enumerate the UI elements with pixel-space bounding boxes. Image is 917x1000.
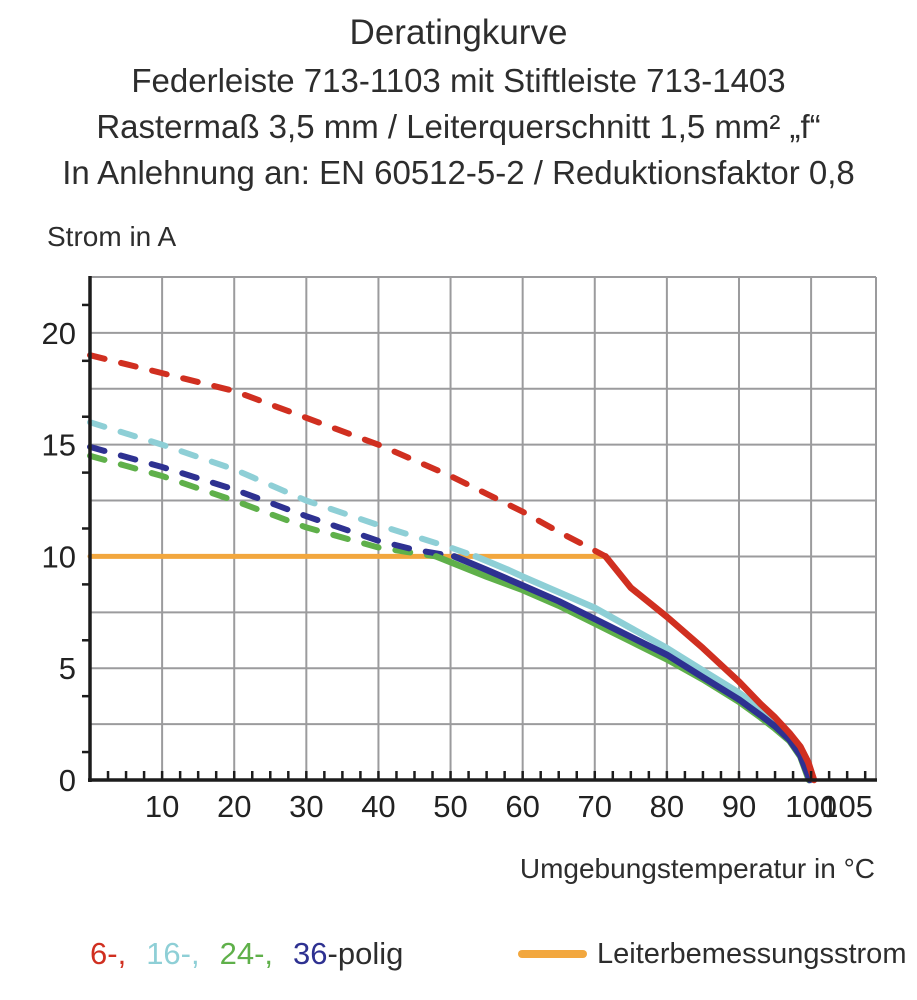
rated-current-legend-label: Leiterbemessungsstrom xyxy=(597,938,907,970)
y-tick-label: 5 xyxy=(59,651,76,686)
legend-pole-1: 16-, xyxy=(146,936,200,971)
x-tick-label: 10 xyxy=(145,789,179,824)
series-dashed-36-polig xyxy=(87,443,458,560)
y-axis-title: Strom in A xyxy=(47,221,177,252)
legend-pole-2: 24-, xyxy=(219,936,274,971)
y-tick-label: 0 xyxy=(59,763,76,798)
x-tick-label: 30 xyxy=(289,789,323,824)
x-tick-label: 105 xyxy=(821,789,873,824)
x-tick-label: 80 xyxy=(650,789,684,824)
series-solid-36-polig xyxy=(450,553,813,784)
title-line-3: Rastermaß 3,5 mm / Leiterquerschnitt 1,5… xyxy=(96,108,821,145)
x-tick-label: 90 xyxy=(722,789,756,824)
legend-pole-group: 36-polig xyxy=(293,936,403,972)
x-tick-label: 20 xyxy=(217,789,251,824)
poles-legend: 6-, 16-, 24-, 36-polig xyxy=(90,936,403,972)
legend-pole-3: 36 xyxy=(293,936,328,971)
x-tick-label: 100 xyxy=(785,789,837,824)
series-solid-6-polig xyxy=(602,553,818,784)
title-line-1: Deratingkurve xyxy=(349,13,568,52)
legend-polig-suffix: -polig xyxy=(327,936,404,971)
series-dashed-24-polig xyxy=(87,452,440,560)
series-dashed-6-polig xyxy=(87,352,609,560)
title-block: Deratingkurve Federleiste 713-1103 mit S… xyxy=(0,8,917,196)
title-line-2: Federleiste 713-1103 mit Stiftleiste 713… xyxy=(131,62,786,99)
y-tick-label: 20 xyxy=(42,316,76,351)
rated-current-line-swatch xyxy=(518,950,587,958)
legend-pole-0: 6-, xyxy=(90,936,127,971)
x-axis-title: Umgebungstemperatur in °C xyxy=(519,853,875,884)
y-tick-label: 15 xyxy=(42,428,76,463)
y-tick-label: 10 xyxy=(42,539,76,574)
title-line-4: In Anlehnung an: EN 60512-5-2 / Reduktio… xyxy=(62,154,855,191)
x-tick-label: 50 xyxy=(433,789,467,824)
x-tick-label: 60 xyxy=(505,789,539,824)
x-tick-label: 70 xyxy=(578,789,612,824)
x-tick-label: 40 xyxy=(361,789,395,824)
series-dashed-16-polig xyxy=(87,419,479,560)
